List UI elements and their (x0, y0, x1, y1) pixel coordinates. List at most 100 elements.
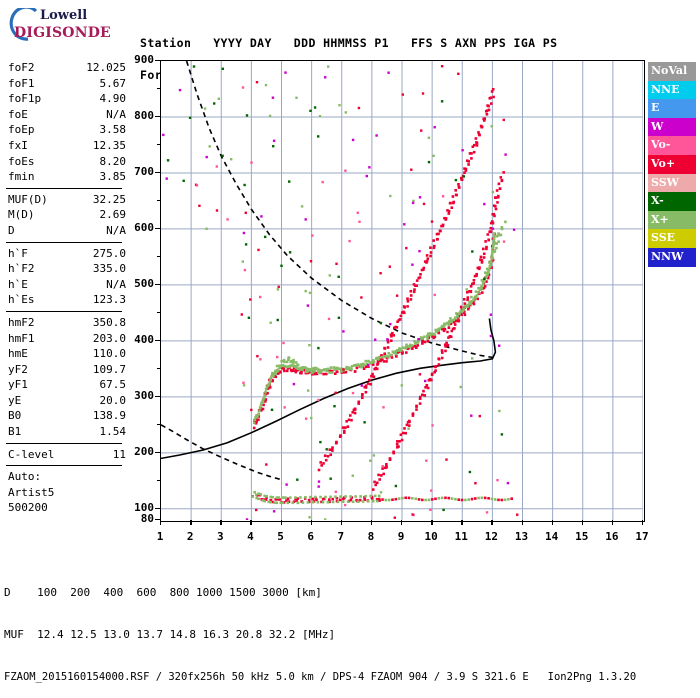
noise-pixel (324, 76, 327, 79)
legend-item-w[interactable]: W (648, 117, 696, 137)
echo-pixel (383, 346, 386, 350)
y-tick-label: 200 (134, 444, 154, 458)
echo-pixel (497, 233, 501, 237)
echo-pixel (319, 495, 322, 499)
legend-item-nne[interactable]: NNE (648, 80, 696, 100)
x-tick-label: 14 (545, 530, 559, 543)
echo-pixel (291, 501, 295, 505)
legend-item-x[interactable]: X- (648, 192, 696, 211)
echo-pixel (500, 227, 504, 231)
echo-pixel (328, 371, 331, 374)
echo-pixel (479, 258, 482, 262)
legend-item-x[interactable]: X+ (648, 210, 696, 230)
echo-pixel (420, 337, 423, 340)
noise-pixel (327, 317, 331, 321)
param-group-divider (6, 241, 122, 243)
echo-pixel (492, 95, 495, 99)
echo-pixel (407, 496, 411, 500)
echo-pixel (332, 366, 336, 369)
echo-pixel (375, 367, 379, 371)
echo-pixel (370, 374, 373, 378)
echo-pixel (280, 359, 283, 363)
legend-item-vo[interactable]: Vo- (648, 136, 696, 155)
echo-pixel (405, 343, 408, 347)
x-tick-mark (220, 520, 222, 525)
echo-pixel (444, 496, 447, 500)
echo-pixel (366, 500, 370, 503)
echo-pixel (429, 254, 432, 258)
noise-pixel (446, 330, 449, 334)
echo-pixel (292, 361, 295, 364)
echo-pixel (289, 360, 293, 364)
echo-pixel (474, 290, 478, 293)
legend-item-sse[interactable]: SSE (648, 229, 696, 248)
noise-pixel (471, 357, 474, 360)
echo-pixel (355, 363, 358, 367)
param-key: fxI (8, 138, 28, 152)
noise-pixel (226, 218, 229, 221)
echo-pixel (277, 496, 281, 499)
echo-pixel (494, 207, 498, 211)
echo-pixel (493, 214, 496, 218)
noise-pixel (271, 96, 275, 99)
echo-pixel (475, 294, 479, 297)
echo-pixel (386, 346, 390, 349)
noise-pixel (182, 179, 185, 182)
noise-pixel (442, 508, 445, 512)
noise-pixel (465, 288, 468, 291)
ionogram-plot[interactable] (160, 60, 645, 522)
noise-pixel (195, 184, 199, 187)
echo-pixel (271, 500, 274, 504)
noise-pixel (337, 275, 340, 278)
x-tick-label: 13 (514, 530, 529, 543)
echo-pixel (275, 496, 279, 499)
echo-pixel (464, 167, 468, 171)
echo-pixel (432, 332, 435, 336)
echo-pixel (498, 187, 502, 190)
param-value: 32.25 (92, 192, 126, 206)
echo-pixel (468, 302, 471, 306)
echo-pixel (440, 349, 444, 352)
echo-pixel (344, 367, 348, 371)
echo-pixel (313, 370, 316, 373)
legend-item-vo[interactable]: Vo+ (648, 154, 696, 174)
echo-pixel (430, 373, 434, 376)
legend-item-nnw[interactable]: NNW (648, 247, 696, 267)
noise-pixel (334, 391, 337, 394)
noise-pixel (474, 482, 477, 485)
echo-pixel (296, 497, 299, 500)
legend-item-ssw[interactable]: SSW (648, 173, 696, 193)
noise-pixel (276, 355, 279, 359)
echo-pixel (364, 384, 368, 388)
echo-pixel (390, 335, 393, 338)
x-tick-label: 11 (454, 530, 468, 543)
echo-pixel (339, 495, 342, 498)
echo-pixel (329, 366, 333, 370)
noise-pixel (498, 409, 501, 413)
echo-pixel (460, 309, 463, 313)
noise-pixel (429, 508, 432, 511)
echo-pixel (492, 235, 496, 238)
param-key: C-level (8, 447, 55, 461)
echo-pixel (367, 365, 370, 368)
y-minor-tick (157, 255, 160, 258)
echo-pixel (385, 466, 388, 469)
echo-pixel (346, 425, 350, 428)
noise-pixel (412, 199, 415, 203)
echo-pixel (357, 401, 360, 404)
echo-pixel (364, 390, 368, 394)
echo-pixel (320, 369, 324, 372)
noise-pixel (430, 220, 434, 223)
echo-pixel (437, 363, 441, 366)
echo-pixel (413, 339, 416, 343)
echo-pixel (401, 496, 404, 500)
echo-pixel (314, 495, 317, 499)
echo-pixel (400, 352, 404, 355)
echo-pixel (328, 369, 332, 373)
echo-pixel (466, 296, 470, 299)
noise-pixel (420, 129, 423, 132)
legend-item-noval[interactable]: NoVal (648, 62, 696, 81)
noise-pixel (360, 296, 363, 299)
echo-pixel (479, 255, 483, 259)
legend-item-e[interactable]: E (648, 99, 696, 118)
